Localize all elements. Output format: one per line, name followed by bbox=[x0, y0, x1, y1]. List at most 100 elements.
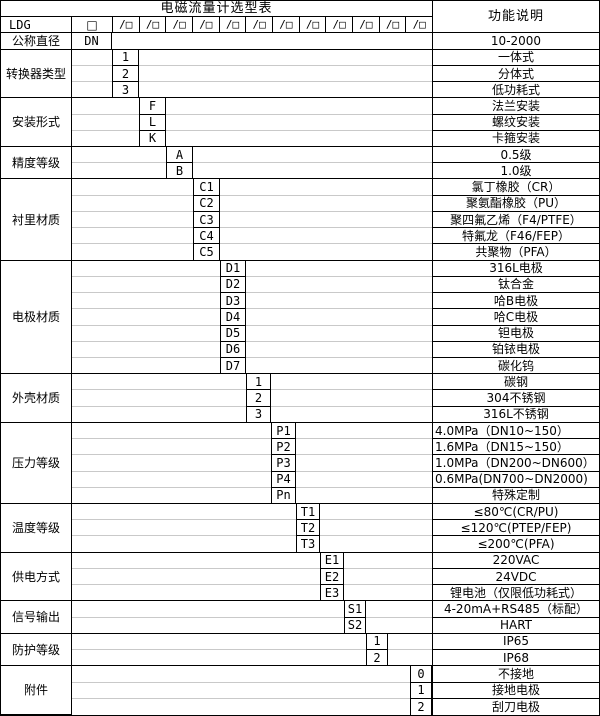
empty-cell bbox=[72, 98, 139, 115]
option-desc-nominal-diameter-DN: 10-2000 bbox=[432, 33, 599, 50]
empty-cell bbox=[344, 569, 432, 586]
empty-cell bbox=[72, 277, 220, 294]
option-desc-lining-material-C2: 聚氨酯橡胶（PU） bbox=[432, 195, 599, 212]
empty-cell bbox=[296, 488, 432, 505]
model-code-box: /□ bbox=[378, 17, 406, 33]
option-code-accuracy-class-B: B bbox=[166, 163, 193, 180]
category-label-electrode-material: 电极材质 bbox=[1, 260, 72, 375]
model-code-box: /□ bbox=[325, 17, 352, 33]
empty-cell bbox=[139, 66, 432, 83]
option-code-accessories-1: 1 bbox=[410, 682, 432, 699]
option-desc-signal-output-S1: 4-20mA+RS485（标配） bbox=[432, 601, 599, 618]
option-code-temperature-rating-T1: T1 bbox=[296, 504, 320, 521]
empty-cell bbox=[72, 666, 410, 683]
option-code-protection-class-1: 1 bbox=[366, 633, 388, 651]
option-code-signal-output-S2: S2 bbox=[344, 617, 366, 634]
empty-cell bbox=[72, 601, 344, 618]
model-code-box: /□ bbox=[245, 17, 272, 33]
empty-cell bbox=[72, 439, 271, 456]
option-code-temperature-rating-T2: T2 bbox=[296, 520, 320, 537]
empty-cell bbox=[220, 244, 432, 261]
empty-cell bbox=[72, 115, 139, 131]
model-code-box: /□ bbox=[138, 17, 166, 33]
empty-cell bbox=[139, 82, 432, 99]
option-desc-pressure-rating-P4: 0.6MPa(DN700~DN2000) bbox=[432, 471, 599, 488]
option-code-pressure-rating-Pn: Pn bbox=[271, 487, 296, 505]
empty-cell bbox=[72, 342, 220, 358]
option-code-converter-type-1: 1 bbox=[112, 49, 139, 66]
empty-cell bbox=[72, 309, 220, 326]
empty-cell bbox=[366, 618, 432, 634]
empty-cell bbox=[112, 33, 432, 50]
option-code-lining-material-C1: C1 bbox=[193, 179, 220, 196]
model-code-box: /□ bbox=[405, 17, 432, 33]
option-desc-accessories-2: 刮刀电极 bbox=[432, 698, 599, 715]
option-desc-installation-type-K: 卡箍安装 bbox=[432, 130, 599, 148]
option-desc-lining-material-C1: 氯丁橡胶（CR） bbox=[432, 179, 599, 196]
option-code-housing-material-1: 1 bbox=[246, 374, 271, 391]
empty-cell bbox=[296, 472, 432, 488]
option-code-lining-material-C2: C2 bbox=[193, 195, 220, 212]
empty-cell bbox=[72, 634, 366, 651]
empty-cell bbox=[220, 179, 432, 196]
empty-cell bbox=[72, 228, 193, 245]
option-code-electrode-material-D5: D5 bbox=[220, 325, 246, 342]
empty-cell bbox=[72, 390, 246, 407]
option-code-nominal-diameter-DN: DN bbox=[72, 33, 112, 50]
empty-cell bbox=[72, 50, 112, 66]
empty-cell bbox=[320, 520, 432, 537]
option-code-electrode-material-D6: D6 bbox=[220, 341, 246, 358]
model-code-boxes: /□/□/□/□/□/□/□/□/□/□/□/□ bbox=[112, 17, 432, 34]
empty-cell bbox=[72, 455, 271, 472]
category-label-accuracy-class: 精度等级 bbox=[1, 147, 72, 180]
option-desc-pressure-rating-P2: 1.6MPa（DN15~150） bbox=[432, 439, 599, 456]
category-label-accessories: 附件 bbox=[1, 666, 72, 715]
model-code-box: /□ bbox=[272, 17, 299, 33]
empty-cell bbox=[271, 374, 432, 391]
empty-cell bbox=[72, 66, 112, 83]
model-first-box: □ bbox=[72, 17, 112, 34]
empty-cell bbox=[72, 504, 296, 521]
category-label-pressure-rating: 压力等级 bbox=[1, 422, 72, 505]
model-code-box: /□ bbox=[352, 17, 379, 33]
empty-cell bbox=[72, 585, 320, 602]
option-desc-pressure-rating-Pn: 特殊定制 bbox=[432, 487, 599, 505]
option-code-lining-material-C5: C5 bbox=[193, 244, 220, 261]
option-desc-protection-class-1: IP65 bbox=[432, 633, 599, 651]
empty-cell bbox=[296, 439, 432, 456]
empty-cell bbox=[72, 326, 220, 342]
empty-cell bbox=[72, 131, 139, 148]
empty-cell bbox=[271, 407, 432, 423]
empty-cell bbox=[72, 569, 320, 586]
option-code-converter-type-2: 2 bbox=[112, 65, 139, 83]
empty-cell bbox=[72, 618, 344, 634]
option-code-installation-type-F: F bbox=[139, 98, 166, 115]
table-title: 电磁流量计选型表 bbox=[1, 1, 432, 18]
category-label-housing-material: 外壳材质 bbox=[1, 374, 72, 423]
empty-cell bbox=[72, 650, 366, 667]
empty-cell bbox=[72, 423, 271, 440]
option-desc-electrode-material-D1: 316L电极 bbox=[432, 260, 599, 277]
empty-cell bbox=[72, 293, 220, 310]
empty-cell bbox=[388, 650, 432, 667]
option-desc-lining-material-C5: 共聚物（PFA） bbox=[432, 244, 599, 261]
empty-cell bbox=[72, 488, 271, 505]
empty-cell bbox=[246, 277, 432, 294]
empty-cell bbox=[246, 309, 432, 326]
empty-cell bbox=[296, 423, 432, 440]
option-desc-installation-type-L: 螺纹安装 bbox=[432, 114, 599, 131]
option-desc-converter-type-2: 分体式 bbox=[432, 65, 599, 83]
empty-cell bbox=[72, 374, 246, 391]
empty-cell bbox=[139, 50, 432, 66]
empty-cell bbox=[246, 358, 432, 375]
option-code-electrode-material-D7: D7 bbox=[220, 357, 246, 375]
category-label-converter-type: 转换器类型 bbox=[1, 49, 72, 99]
model-code-box: /□ bbox=[218, 17, 246, 33]
option-desc-lining-material-C3: 聚四氟乙烯（F4/PTFE） bbox=[432, 211, 599, 229]
option-code-lining-material-C3: C3 bbox=[193, 211, 220, 229]
empty-cell bbox=[220, 196, 432, 212]
empty-cell bbox=[246, 261, 432, 277]
empty-cell bbox=[72, 244, 193, 261]
category-label-installation-type: 安装形式 bbox=[1, 98, 72, 148]
option-code-electrode-material-D3: D3 bbox=[220, 293, 246, 310]
